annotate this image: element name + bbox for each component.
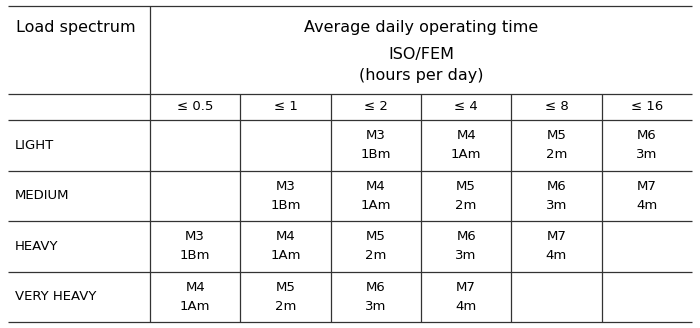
Text: Load spectrum: Load spectrum — [16, 20, 136, 35]
Text: M4
1Am: M4 1Am — [180, 281, 211, 313]
Text: Average daily operating time: Average daily operating time — [304, 20, 538, 35]
Text: M6
3m: M6 3m — [636, 129, 657, 161]
Text: M3
1Bm: M3 1Bm — [360, 129, 391, 161]
Text: (hours per day): (hours per day) — [358, 68, 483, 83]
Text: M5
2m: M5 2m — [365, 230, 386, 262]
Text: M5
2m: M5 2m — [275, 281, 296, 313]
Text: M7
4m: M7 4m — [546, 230, 567, 262]
Text: ≤ 2: ≤ 2 — [364, 100, 388, 113]
Text: ≤ 16: ≤ 16 — [631, 100, 663, 113]
Text: ≤ 4: ≤ 4 — [454, 100, 478, 113]
Text: ≤ 0.5: ≤ 0.5 — [177, 100, 214, 113]
Text: ISO/FEM: ISO/FEM — [388, 47, 454, 62]
Text: VERY HEAVY: VERY HEAVY — [15, 290, 97, 303]
Text: MEDIUM: MEDIUM — [15, 189, 69, 202]
Text: M5
2m: M5 2m — [456, 180, 477, 212]
Text: HEAVY: HEAVY — [15, 240, 59, 253]
Text: M3
1Bm: M3 1Bm — [180, 230, 211, 262]
Text: ≤ 8: ≤ 8 — [545, 100, 568, 113]
Text: LIGHT: LIGHT — [15, 139, 55, 152]
Text: M6
3m: M6 3m — [456, 230, 477, 262]
Text: M5
2m: M5 2m — [546, 129, 567, 161]
Text: ≤ 1: ≤ 1 — [274, 100, 298, 113]
Text: M4
1Am: M4 1Am — [270, 230, 301, 262]
Text: M7
4m: M7 4m — [456, 281, 477, 313]
Text: M7
4m: M7 4m — [636, 180, 657, 212]
Text: M3
1Bm: M3 1Bm — [270, 180, 301, 212]
Text: M4
1Am: M4 1Am — [451, 129, 482, 161]
Text: M6
3m: M6 3m — [365, 281, 386, 313]
Text: M4
1Am: M4 1Am — [360, 180, 391, 212]
Text: M6
3m: M6 3m — [546, 180, 567, 212]
